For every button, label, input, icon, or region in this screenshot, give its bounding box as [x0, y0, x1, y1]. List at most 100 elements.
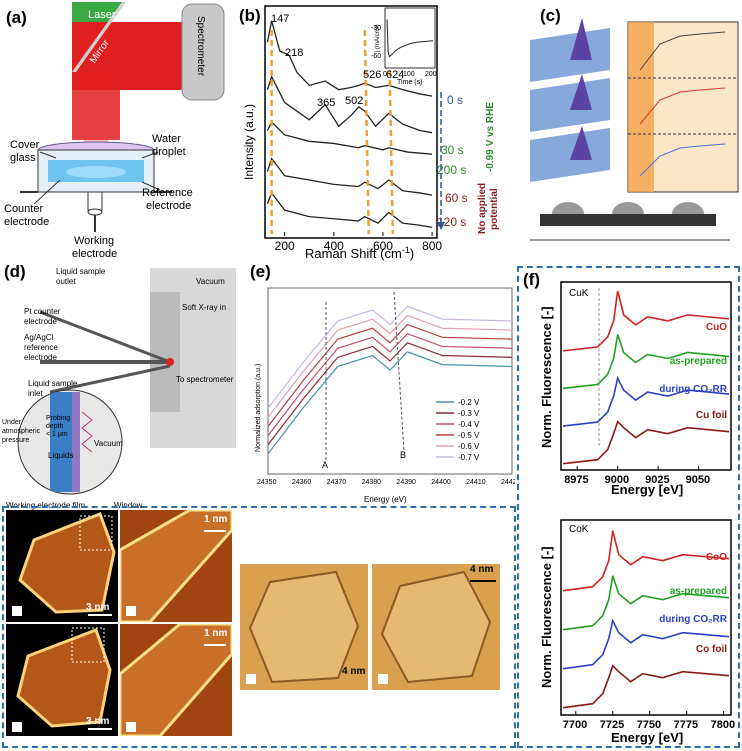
b-time-200s: 200 s: [437, 163, 466, 177]
d-probe-label-2: depth: [46, 423, 64, 430]
e-marker-a: A: [322, 460, 328, 470]
f-top-xlabel: Energy [eV]: [611, 482, 683, 497]
b-peak-502: 502: [345, 95, 363, 107]
e-xtick-label-5: 24400: [431, 479, 451, 486]
counter-electrode-label-2: electrode: [4, 216, 49, 228]
panel-g-label: (g): [6, 510, 28, 529]
panel-e: (e) 24350 24360 24370 24380 24390 24400 24410 2…: [240, 262, 515, 507]
f-top-series-label-3: Cu foil: [696, 410, 727, 421]
e-legend-label-0: -0.2 V: [458, 398, 480, 407]
raman-spectra-chart: 200 400 600 800 Intensity (a.u.) Raman Shif…: [242, 5, 500, 261]
f-bot-series-line-3: [562, 664, 730, 709]
b-xtick-label-0: 200: [275, 239, 295, 253]
e-xtick-label-0: 24350: [257, 479, 277, 486]
xanes-potential-chart: 24350 24360 24370 24380 24390 24400 24410 24420…: [255, 287, 515, 504]
d-liquids-label: Liquids: [48, 451, 73, 460]
d-outlet-label-1: Liquid sample: [56, 267, 106, 276]
panel-d-label: (d): [4, 262, 26, 281]
b-xlabel: Raman Shift (cm-1): [305, 245, 414, 261]
b-inset-ylabel: j (mA/cm²): [375, 24, 381, 53]
d-atm-label-2: atmospheric: [2, 428, 41, 435]
panel-b-label: (b): [239, 6, 261, 25]
b-peak-147: 147: [271, 13, 289, 25]
soft-xray-cell-schematic: Liquid sample outlet Pt counter electrod…: [2, 267, 236, 510]
f-bot-series-line-1: [562, 575, 730, 631]
panel-f-frame: [517, 266, 740, 748]
xas-fluorescence-chart: CuO as-prepared during CO₂RR Cu foil 8975 90…: [539, 281, 735, 745]
reference-electrode-label-1: Reference: [142, 187, 193, 199]
e-series-line-4: [267, 314, 513, 418]
working-electrode-label-2: electrode: [72, 248, 117, 260]
d-probe-label-3: < 1 μm: [46, 431, 68, 438]
f-bot-xticks-label-1: 7725: [600, 719, 624, 731]
f-bot-series-line-0: [562, 530, 730, 592]
e-xtick-label-6: 24410: [466, 479, 486, 486]
working-electrode-label-1: Working: [74, 235, 114, 247]
f-bot-edge: CoK: [569, 524, 589, 535]
b-inset-ytick-2: -60: [371, 53, 381, 60]
b-inset-xtick-2: 100: [403, 71, 415, 78]
stm-image-2: 1 nm: [120, 510, 232, 622]
water-droplet-label-1: Water: [152, 133, 181, 145]
panel-g: (g) 3 nm 1 nm 3 nm 1 nm 4 nm 4 nm: [4, 508, 512, 744]
d-ref-label-2: reference: [24, 343, 58, 352]
d-atm-label-3: pressure: [2, 437, 29, 444]
g-scale-4nm-1: 4 nm: [342, 666, 366, 677]
b-peak-624: 624: [386, 69, 404, 81]
f-top-series-line-0: [562, 290, 730, 352]
panel-f: (f) CuO as-prepared during CO₂RR Cu foil 89…: [519, 268, 738, 746]
f-top-series-label-2: during CO₂RR: [659, 384, 728, 395]
f-top-xticks-label-3: 9050: [686, 474, 710, 486]
e-legend-label-4: -0.6 V: [458, 442, 480, 451]
f-bot-xticks-label-2: 7750: [637, 719, 661, 731]
counter-electrode-label-1: Counter: [4, 203, 43, 215]
g-scale-3nm-1: 3 nm: [86, 602, 110, 613]
e-series-line-1: [267, 342, 513, 446]
afm-image-2: 4 nm: [372, 564, 500, 690]
b-inset-line: [386, 19, 434, 58]
b-series-line-4: [266, 191, 433, 229]
laser-label: Laser: [88, 9, 116, 21]
f-bot-series-label-2: during CO₂RR: [659, 614, 728, 625]
f-bot-xticks-label-4: 7800: [711, 719, 735, 731]
b-xtick-label-2: 600: [373, 239, 393, 253]
f-top-xticks-label-1: 9000: [605, 474, 629, 486]
b-no-potential-label-1: No applied: [477, 183, 488, 234]
b-peak-365: 365: [317, 97, 335, 109]
f-top-ylabel: Norm. Fluorescence [-]: [539, 306, 554, 448]
e-xlabel: Energy (eV): [364, 495, 407, 504]
d-outlet-label-2: outlet: [56, 277, 76, 286]
b-series-line-2: [266, 120, 433, 155]
panel-a: (a) Laser Mirror Spectrometer Cover glas…: [0, 0, 235, 260]
b-time-30s: 30 s: [441, 143, 464, 157]
f-top-series-line-1: [562, 334, 730, 390]
panel-d: (d) Liquid sample outlet Pt counter elec…: [0, 262, 240, 512]
f-bot-ylabel: Norm. Fluorescence [-]: [539, 546, 554, 688]
d-xray-label: Soft X-ray in: [182, 303, 226, 312]
d-atm-label-1: Under: [2, 419, 22, 426]
d-ref-label-3: electrode: [24, 353, 57, 362]
g-scale-4nm-2: 4 nm: [470, 564, 494, 575]
b-inset-xtick-1: 0: [383, 71, 387, 78]
e-xtick-label-1: 24360: [292, 479, 312, 486]
f-top-series-label-1: as-prepared: [670, 356, 727, 367]
panel-f-label: (f): [523, 270, 540, 289]
e-legend-label-3: -0.5 V: [458, 431, 480, 440]
f-bot-series-label-0: CoO: [706, 552, 727, 563]
cover-glass-label-1: Cover: [10, 139, 40, 151]
e-xtick-label-3: 24380: [362, 479, 382, 486]
f-bot-xticks-label-3: 7775: [674, 719, 698, 731]
panel-e-label: (e): [250, 262, 271, 281]
g-scale-1nm-1: 1 nm: [204, 514, 228, 525]
afm-image-1: [240, 564, 368, 690]
f-bot-series-line-2: [562, 618, 730, 670]
reference-electrode-label-2: electrode: [146, 200, 191, 212]
f-top-xticks-label-2: 9025: [645, 474, 669, 486]
water-droplet-label-2: droplet: [152, 146, 186, 158]
panel-g-frame: [2, 506, 516, 748]
b-inset-ytick-1: -30: [371, 25, 381, 32]
stm-image-3: 3 nm: [6, 624, 118, 736]
panel-c-label: (c): [540, 6, 561, 25]
f-top-edge: CuK: [569, 288, 589, 299]
d-probe-label-1: Probing: [46, 415, 70, 422]
